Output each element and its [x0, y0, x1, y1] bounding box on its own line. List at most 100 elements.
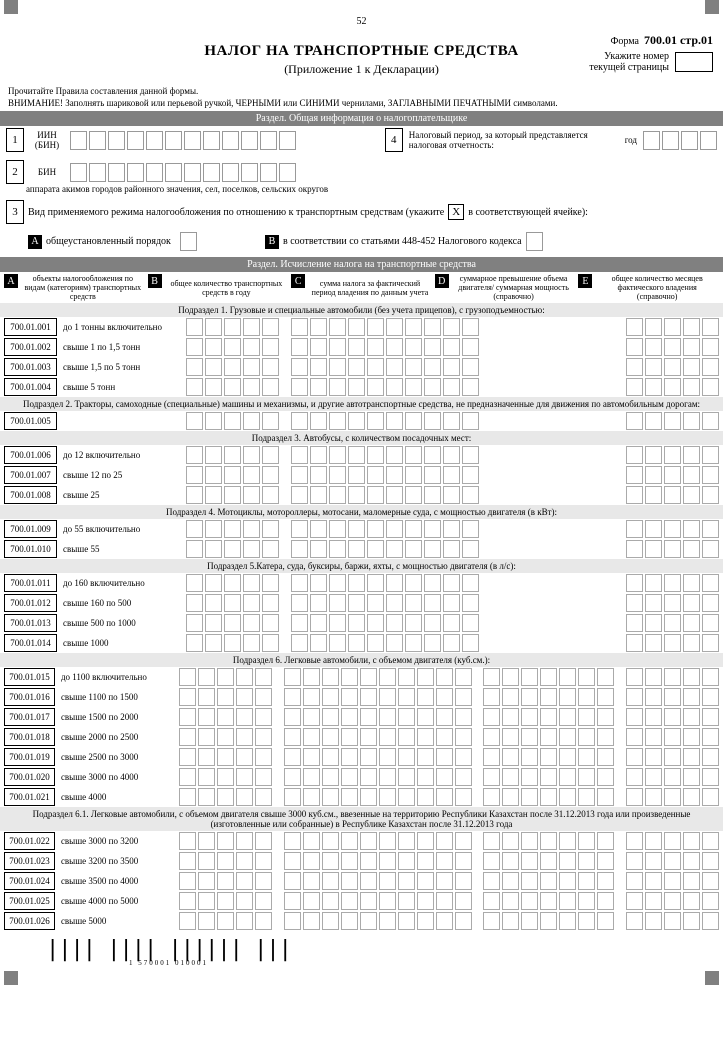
col-B-cells[interactable] — [186, 318, 279, 336]
col-B-cells[interactable] — [179, 748, 272, 766]
col-E-cells[interactable] — [626, 520, 719, 538]
col-C-cells[interactable] — [291, 466, 479, 484]
col-E-cells[interactable] — [626, 574, 719, 592]
col-E-cells[interactable] — [626, 486, 719, 504]
col-C-cells[interactable] — [284, 708, 472, 726]
col-B-cells[interactable] — [179, 668, 272, 686]
checkbox-A[interactable] — [180, 232, 197, 251]
col-B-cells[interactable] — [186, 594, 279, 612]
col-B-cells[interactable] — [186, 358, 279, 376]
col-E-cells[interactable] — [626, 688, 719, 706]
data-row: 700.01.006до 12 включительно — [0, 445, 723, 465]
col-C-cells[interactable] — [291, 378, 479, 396]
year-cells[interactable] — [643, 131, 717, 150]
col-D-cells[interactable] — [483, 728, 614, 746]
col-C-cells[interactable] — [291, 412, 479, 430]
col-C-cells[interactable] — [291, 338, 479, 356]
col-E-cells[interactable] — [626, 358, 719, 376]
col-B-cells[interactable] — [186, 378, 279, 396]
col-D-cells[interactable] — [483, 832, 614, 850]
col-E-cells[interactable] — [626, 728, 719, 746]
col-C-cells[interactable] — [284, 892, 472, 910]
col-D-cells[interactable] — [483, 788, 614, 806]
iin-cells[interactable] — [70, 131, 296, 150]
col-B-cells[interactable] — [186, 614, 279, 632]
col-B-cells[interactable] — [179, 832, 272, 850]
col-C-cells[interactable] — [291, 318, 479, 336]
page-input[interactable] — [675, 52, 713, 72]
col-C-cells[interactable] — [284, 788, 472, 806]
col-C-cells[interactable] — [284, 728, 472, 746]
col-D-cells[interactable] — [483, 708, 614, 726]
col-C-cells[interactable] — [291, 446, 479, 464]
col-D-cells[interactable] — [483, 912, 614, 930]
col-C-cells[interactable] — [291, 614, 479, 632]
col-C-cells[interactable] — [291, 520, 479, 538]
opt-A: A — [28, 235, 42, 249]
col-E-cells[interactable] — [626, 540, 719, 558]
col-C-cells[interactable] — [291, 634, 479, 652]
col-B-cells[interactable] — [179, 892, 272, 910]
col-C-cells[interactable] — [284, 688, 472, 706]
col-B-cells[interactable] — [179, 852, 272, 870]
col-E-cells[interactable] — [626, 892, 719, 910]
col-D-cells[interactable] — [483, 768, 614, 786]
col-B-cells[interactable] — [186, 412, 279, 430]
col-B-cells[interactable] — [186, 574, 279, 592]
col-B-cells[interactable] — [179, 708, 272, 726]
col-E-cells[interactable] — [626, 872, 719, 890]
col-C-cells[interactable] — [284, 748, 472, 766]
col-E-cells[interactable] — [626, 788, 719, 806]
col-B-cells[interactable] — [186, 446, 279, 464]
col-E-cells[interactable] — [626, 466, 719, 484]
col-B-cells[interactable] — [179, 768, 272, 786]
col-C-cells[interactable] — [291, 486, 479, 504]
col-E-cells[interactable] — [626, 852, 719, 870]
col-B-cells[interactable] — [186, 634, 279, 652]
col-B-cells[interactable] — [179, 688, 272, 706]
col-E-cells[interactable] — [626, 412, 719, 430]
col-B-cells[interactable] — [186, 540, 279, 558]
col-E-cells[interactable] — [626, 338, 719, 356]
bin-cells[interactable] — [70, 163, 296, 182]
col-D-cells[interactable] — [483, 872, 614, 890]
col-E-cells[interactable] — [626, 708, 719, 726]
col-C-cells[interactable] — [284, 832, 472, 850]
col-B-cells[interactable] — [186, 466, 279, 484]
col-E-cells[interactable] — [626, 614, 719, 632]
col-B-cells[interactable] — [179, 912, 272, 930]
checkbox-B[interactable] — [526, 232, 543, 251]
col-B-cells[interactable] — [186, 520, 279, 538]
col-C-cells[interactable] — [284, 852, 472, 870]
col-D-cells[interactable] — [483, 688, 614, 706]
col-D-cells[interactable] — [483, 668, 614, 686]
col-E-cells[interactable] — [626, 378, 719, 396]
col-E-cells[interactable] — [626, 446, 719, 464]
col-B-cells[interactable] — [186, 338, 279, 356]
col-B-cells[interactable] — [186, 486, 279, 504]
col-C-cells[interactable] — [284, 872, 472, 890]
col-E-cells[interactable] — [626, 318, 719, 336]
col-B-cells[interactable] — [179, 872, 272, 890]
col-E-cells[interactable] — [626, 668, 719, 686]
col-E-cells[interactable] — [626, 768, 719, 786]
col-C-cells[interactable] — [284, 768, 472, 786]
col-E-cells[interactable] — [626, 594, 719, 612]
col-D-cells[interactable] — [483, 892, 614, 910]
col-B-cells[interactable] — [179, 788, 272, 806]
col-E-cells[interactable] — [626, 634, 719, 652]
col-C-cells[interactable] — [291, 574, 479, 592]
col-E-cells[interactable] — [626, 832, 719, 850]
col-C-cells[interactable] — [284, 912, 472, 930]
col-E-cells[interactable] — [626, 748, 719, 766]
col-C-cells[interactable] — [291, 358, 479, 376]
col-D-cells[interactable] — [483, 852, 614, 870]
row-desc: свыше 2000 по 2500 — [59, 732, 175, 742]
col-D-cells[interactable] — [483, 748, 614, 766]
col-B-cells[interactable] — [179, 728, 272, 746]
col-C-cells[interactable] — [291, 540, 479, 558]
col-C-cells[interactable] — [284, 668, 472, 686]
row-code: 700.01.018 — [4, 728, 55, 746]
col-C-cells[interactable] — [291, 594, 479, 612]
col-E-cells[interactable] — [626, 912, 719, 930]
